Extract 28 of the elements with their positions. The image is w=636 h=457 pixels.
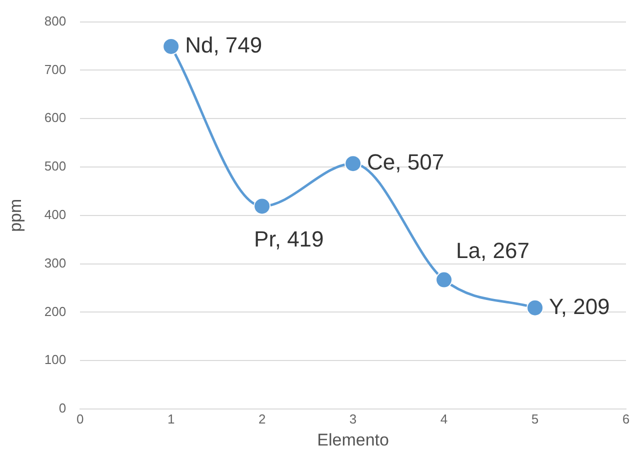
data-label: Pr, 419 xyxy=(254,226,324,252)
y-tick-label: 400 xyxy=(44,206,66,222)
data-label: Nd, 749 xyxy=(185,32,262,58)
y-tick-label: 700 xyxy=(44,62,66,77)
y-tick-label: 300 xyxy=(44,255,66,270)
point xyxy=(526,299,544,316)
data-label: Ce, 507 xyxy=(367,150,444,175)
point xyxy=(436,271,453,288)
x-tick-label: 5 xyxy=(531,411,539,426)
y-tick-label: 100 xyxy=(44,352,66,368)
point xyxy=(344,155,362,172)
x-tick-label: 4 xyxy=(440,411,448,426)
x-tick-label: 0 xyxy=(76,411,84,426)
x-tick-label: 6 xyxy=(622,411,630,426)
y-tick-label: 600 xyxy=(44,110,66,126)
y-tick-label: 800 xyxy=(44,13,66,28)
y-tick-label: 200 xyxy=(44,304,66,319)
x-tick-label: 3 xyxy=(349,411,357,426)
y-tick-label: 0 xyxy=(58,400,66,416)
x-tick-label: 1 xyxy=(167,411,175,426)
y-tick-label: 500 xyxy=(44,158,66,174)
data-label: La, 267 xyxy=(456,238,530,263)
y-axis-title: ppm xyxy=(6,198,25,232)
data-label: Y, 209 xyxy=(549,294,610,319)
x-tick-label: 2 xyxy=(258,411,266,426)
point xyxy=(162,38,180,55)
x-axis-title: Elemento xyxy=(317,430,389,450)
point xyxy=(254,198,271,215)
